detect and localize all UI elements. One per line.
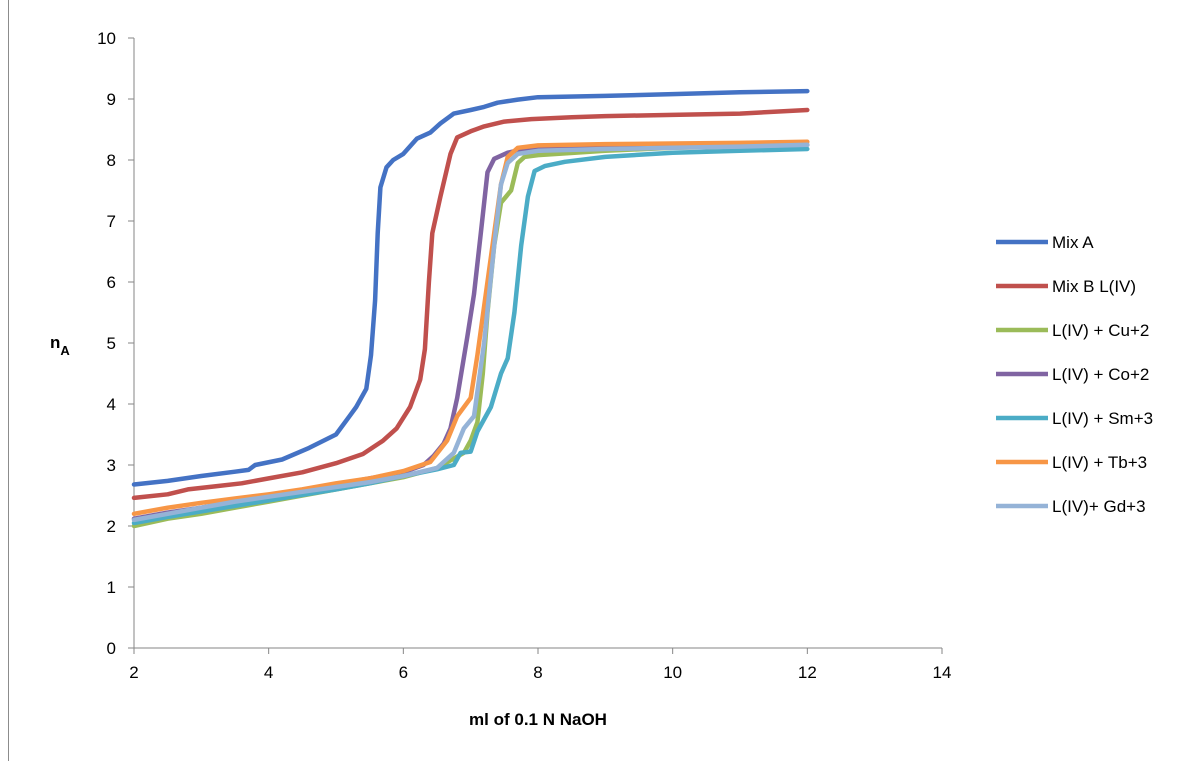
y-axis-label-main: n: [50, 333, 60, 352]
legend-label: L(IV) + Cu+2: [1052, 321, 1149, 340]
y-axis-label-subscript: A: [60, 343, 70, 358]
y-tick-label: 2: [107, 517, 116, 536]
series-line-l-iv-cu-2: [131, 142, 810, 529]
x-tick-label: 2: [129, 663, 138, 682]
y-tick-label: 0: [107, 639, 116, 658]
x-tick-label: 10: [663, 663, 682, 682]
y-tick-label: 6: [107, 273, 116, 292]
y-tick-label: 8: [107, 151, 116, 170]
x-tick-label: 14: [933, 663, 952, 682]
x-tick-label: 4: [264, 663, 273, 682]
legend-label: L(IV) + Tb+3: [1052, 453, 1147, 472]
series-line-mix-a: [131, 88, 810, 487]
x-tick-label: 12: [798, 663, 817, 682]
x-tick-label: 8: [533, 663, 542, 682]
y-tick-label: 9: [107, 90, 116, 109]
chart-frame: [8, 0, 1204, 761]
legend-label: Mix B L(IV): [1052, 277, 1136, 296]
y-tick-label: 10: [97, 29, 116, 48]
series-line-l-iv-co-2: [131, 142, 810, 521]
legend-label: L(IV) + Sm+3: [1052, 409, 1153, 428]
series-line-l-iv-tb-3: [131, 139, 810, 517]
legend-label: L(IV)+ Gd+3: [1052, 497, 1146, 516]
y-tick-label: 4: [107, 395, 116, 414]
y-axis-label: nA: [50, 333, 70, 358]
legend-label: Mix A: [1052, 233, 1094, 252]
y-tick-label: 1: [107, 578, 116, 597]
x-tick-label: 6: [399, 663, 408, 682]
series-line-mix-b-l-iv: [131, 107, 810, 501]
series-line-l-iv-sm-3: [131, 146, 810, 526]
series-line-l-iv-gd-3: [131, 142, 810, 523]
legend: Mix A Mix B L(IV) L(IV) + Cu+2 L(IV) + Co+2…: [996, 233, 1153, 516]
legend-label: L(IV) + Co+2: [1052, 365, 1149, 384]
x-axis-label: ml of 0.1 N NaOH: [469, 710, 607, 729]
y-tick-label: 7: [107, 212, 116, 231]
series-lines: [131, 88, 810, 529]
y-tick-label: 3: [107, 456, 116, 475]
y-tick-label: 5: [107, 334, 116, 353]
